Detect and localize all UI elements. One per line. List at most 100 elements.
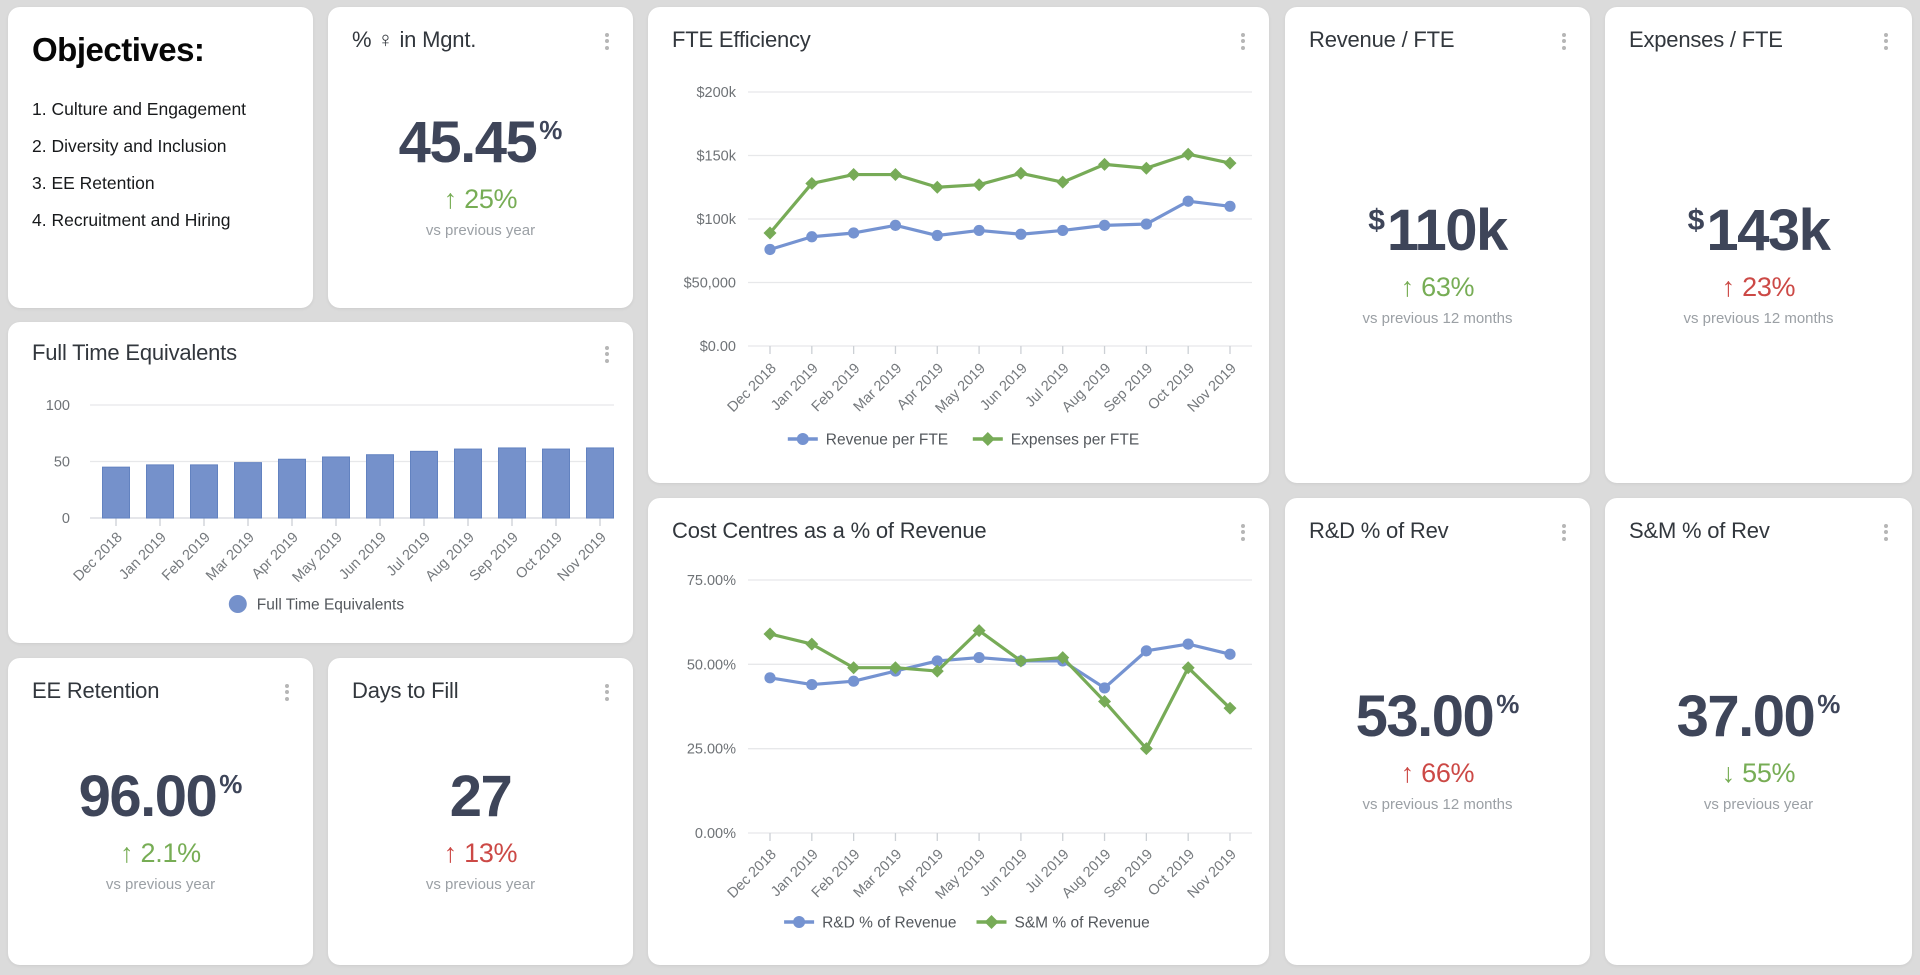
kpi-caption: vs previous year — [1703, 796, 1814, 813]
x-axis-ticks — [115, 518, 601, 526]
svg-text:50.00%: 50.00% — [687, 657, 736, 673]
svg-text:Dec 2018: Dec 2018 — [71, 530, 126, 585]
kebab-menu-icon[interactable] — [1880, 518, 1892, 546]
svg-text:$150k: $150k — [696, 149, 736, 165]
objectives-list: 1. Culture and Engagement 2. Diversity an… — [32, 99, 289, 231]
svg-text:$50,000: $50,000 — [684, 276, 736, 292]
y-axis-labels: 75.00% 50.00% 25.00% 0.00% — [687, 573, 736, 842]
kpi-delta: ↑ 13% — [443, 838, 518, 868]
legend: Revenue per FTE Expenses per FTE — [787, 432, 1139, 449]
card-title: Days to Fill — [352, 678, 459, 703]
card-title: Revenue / FTE — [1309, 27, 1455, 52]
svg-text:$200k: $200k — [696, 85, 736, 101]
kpi-percent-suffix: % — [219, 769, 243, 799]
kpi-block: 37.00% ↓ 55% vs previous year — [1605, 550, 1912, 965]
kpi-value: $110k — [1368, 197, 1508, 263]
svg-text:Sep 2019: Sep 2019 — [467, 530, 522, 585]
kpi-value: 27 — [449, 764, 513, 829]
card-rd-pct-of-rev: R&D % of Rev 53.00% ↑ 66% vs previous 12… — [1285, 498, 1590, 965]
series — [763, 147, 1237, 240]
card-sm-pct-of-rev: S&M % of Rev 37.00% ↓ 55% vs previous ye… — [1605, 498, 1912, 965]
kebab-menu-icon[interactable] — [1237, 27, 1249, 55]
kpi-percent-suffix: % — [1496, 689, 1520, 719]
card-title: S&M % of Rev — [1629, 518, 1770, 543]
kpi-caption: vs previous year — [425, 222, 536, 239]
svg-text:Jun 2019: Jun 2019 — [336, 530, 390, 584]
objective-item: 3. EE Retention — [32, 173, 155, 193]
kpi-value: 53.00% — [1355, 684, 1520, 749]
card-revenue-per-fte: Revenue / FTE $110k ↑ 63% vs previous 12… — [1285, 7, 1590, 483]
gridlines — [90, 404, 614, 519]
kpi-delta: ↑ 63% — [1400, 271, 1475, 302]
svg-text:R&D % of Revenue: R&D % of Revenue — [822, 915, 956, 932]
objectives-title: Objectives: — [32, 31, 205, 68]
kpi-dollar-prefix: $ — [1368, 203, 1385, 237]
card-full-time-equivalents: Full Time Equivalents 100 50 0 Dec 2018 Jan … — [8, 322, 633, 643]
kpi-value: 37.00% — [1676, 684, 1841, 749]
svg-text:Full Time Equivalents: Full Time Equivalents — [257, 597, 405, 614]
gridlines — [748, 91, 1252, 347]
kpi-value: $143k — [1687, 197, 1831, 263]
card-title: FTE Efficiency — [672, 27, 811, 52]
kpi-caption: vs previous year — [105, 876, 216, 893]
legend: R&D % of Revenue S&M % of Revenue — [784, 915, 1150, 932]
kebab-menu-icon[interactable] — [601, 340, 613, 368]
kpi-percent-suffix: % — [539, 115, 563, 145]
kpi-delta: ↑ 66% — [1400, 758, 1475, 788]
kpi-value: 45.45% — [398, 110, 563, 175]
kpi-percent-suffix: % — [1817, 689, 1841, 719]
svg-text:0.00%: 0.00% — [695, 826, 736, 842]
kpi-block: 27 ↑ 13% vs previous year — [328, 710, 633, 965]
kebab-menu-icon[interactable] — [1558, 518, 1570, 546]
svg-text:50: 50 — [54, 455, 70, 471]
svg-text:100: 100 — [46, 398, 70, 414]
kebab-menu-icon[interactable] — [601, 27, 613, 55]
svg-text:25.00%: 25.00% — [687, 742, 736, 758]
card-title: EE Retention — [32, 678, 160, 703]
card-title: Cost Centres as a % of Revenue — [672, 518, 987, 543]
svg-text:Revenue per FTE: Revenue per FTE — [826, 432, 948, 449]
svg-text:Nov 2019: Nov 2019 — [555, 530, 610, 585]
kpi-caption: vs previous year — [425, 876, 536, 893]
kebab-menu-icon[interactable] — [281, 678, 293, 706]
card-title: R&D % of Rev — [1309, 518, 1449, 543]
card-fte-efficiency: FTE Efficiency $200k $150k $100k $50,000 $0.… — [648, 7, 1269, 483]
kpi-caption: vs previous 12 months — [1362, 309, 1513, 327]
card-pct-women-in-mgmt: % ♀ in Mgnt. 45.45% ↑ 25% vs previous ye… — [328, 7, 633, 308]
y-axis-labels: 100 50 0 — [46, 398, 70, 527]
card-objectives: Objectives: 1. Culture and Engagement 2. … — [8, 7, 313, 308]
gridlines — [748, 579, 1252, 834]
objective-item: 4. Recruitment and Hiring — [32, 210, 231, 230]
objective-item: 1. Culture and Engagement — [32, 99, 247, 119]
kpi-delta: ↑ 2.1% — [120, 838, 201, 868]
kpi-delta: ↑ 23% — [1721, 271, 1796, 302]
kebab-menu-icon[interactable] — [1237, 518, 1249, 546]
kpi-block: 96.00% ↑ 2.1% vs previous year — [8, 710, 313, 965]
svg-text:75.00%: 75.00% — [687, 573, 736, 589]
card-title: Expenses / FTE — [1629, 27, 1783, 52]
svg-text:0: 0 — [62, 511, 70, 527]
card-days-to-fill: Days to Fill 27 ↑ 13% vs previous year — [328, 658, 633, 965]
series — [102, 447, 614, 519]
kpi-dollar-prefix: $ — [1687, 203, 1705, 237]
y-axis-labels: $200k $150k $100k $50,000 $0.00 — [684, 85, 737, 355]
kpi-block: $143k ↑ 23% vs previous 12 months — [1605, 59, 1912, 483]
kebab-menu-icon[interactable] — [601, 678, 613, 706]
card-title: Full Time Equivalents — [32, 340, 237, 365]
svg-text:Mar 2019: Mar 2019 — [203, 530, 258, 585]
kpi-block: $110k ↑ 63% vs previous 12 months — [1285, 59, 1590, 483]
kpi-block: 53.00% ↑ 66% vs previous 12 months — [1285, 550, 1590, 965]
kpi-caption: vs previous 12 months — [1683, 309, 1834, 327]
kebab-menu-icon[interactable] — [1558, 27, 1570, 55]
kebab-menu-icon[interactable] — [1880, 27, 1892, 55]
kpi-block: 45.45% ↑ 25% vs previous year — [328, 59, 633, 308]
svg-text:S&M % of Revenue: S&M % of Revenue — [1015, 915, 1150, 932]
kpi-delta: ↓ 55% — [1721, 758, 1796, 788]
